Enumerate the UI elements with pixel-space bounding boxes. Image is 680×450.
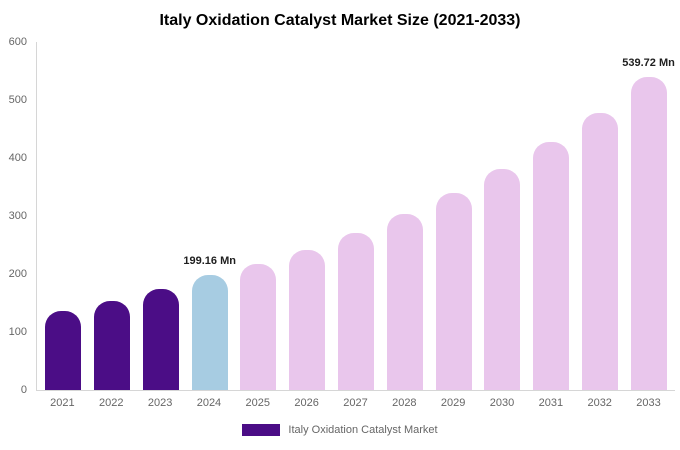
- bar-2021[interactable]: [45, 310, 82, 390]
- y-axis-tick-label: 300: [8, 210, 27, 222]
- bar-2032[interactable]: [581, 112, 618, 390]
- x-axis: 2021 2022 2023 2024 2025 2026 2027 2028 2029 2030…: [36, 397, 675, 409]
- bar-2029[interactable]: [435, 192, 472, 390]
- bar-slot: 199.16 Mn: [183, 42, 236, 390]
- x-axis-label: 2033: [636, 397, 661, 409]
- bar-2028[interactable]: [386, 214, 423, 390]
- x-axis-label: 2025: [245, 397, 271, 409]
- x-axis-label: 2022: [99, 397, 124, 409]
- x-axis-label: 2021: [50, 397, 75, 409]
- y-axis-tick-label: 500: [8, 94, 27, 106]
- x-axis-label: 2028: [392, 397, 417, 409]
- bar-slot: [88, 42, 137, 390]
- x-axis-label: 2031: [538, 397, 564, 409]
- x-axis-label: 2027: [343, 397, 368, 409]
- bar-slot: [39, 42, 88, 390]
- x-axis-label: 2023: [147, 397, 173, 409]
- bar-2023[interactable]: [142, 289, 179, 390]
- x-axis-label: 2029: [440, 397, 466, 409]
- x-axis-label: 2032: [587, 397, 612, 409]
- legend-swatch: [242, 424, 281, 436]
- y-axis-tick-label: 600: [8, 36, 27, 48]
- bar-slot: [137, 42, 186, 390]
- bar-slot: [380, 42, 429, 390]
- bar-slot: [234, 42, 283, 390]
- bar-slot: [429, 42, 478, 390]
- bar-2033[interactable]: [630, 76, 667, 390]
- y-axis: 0 100 200 300 400 500 600: [1, 36, 31, 396]
- y-axis-tick-label: 100: [8, 326, 27, 338]
- y-axis-tick-label: 0: [20, 384, 27, 396]
- bar-2025[interactable]: [240, 264, 277, 390]
- x-axis-label: 2024: [196, 397, 222, 409]
- chart-title: Italy Oxidation Catalyst Market Size (20…: [159, 12, 521, 29]
- bar-2026[interactable]: [289, 249, 326, 390]
- bar-slot: 539.72 Mn: [622, 42, 675, 390]
- bar-slot: [332, 42, 381, 390]
- bar-slot: [283, 42, 332, 390]
- bar-value-label: 199.16 Mn: [183, 254, 236, 267]
- bar-slot: [478, 42, 527, 390]
- bar-value-label: 539.72 Mn: [622, 56, 675, 69]
- bar-slot: [527, 42, 576, 390]
- bar-2024[interactable]: [191, 274, 228, 390]
- bar-2030[interactable]: [484, 169, 521, 390]
- plot-area: 0 100 200 300 400 500 600 199.16 Mn 539.72 Mn: [9, 36, 675, 396]
- y-axis-tick-label: 400: [8, 152, 27, 164]
- bar-slot: [575, 42, 624, 390]
- bars-container: 199.16 Mn 539.72 Mn: [37, 42, 675, 390]
- bar-2027[interactable]: [337, 233, 374, 390]
- bar-2031[interactable]: [533, 142, 570, 390]
- bar-2022[interactable]: [94, 300, 131, 390]
- y-axis-tick-label: 200: [8, 268, 27, 280]
- legend[interactable]: Italy Oxidation Catalyst Market: [0, 424, 680, 436]
- x-axis-label: 2026: [294, 397, 319, 409]
- x-axis-label: 2030: [489, 397, 515, 409]
- legend-label: Italy Oxidation Catalyst Market: [288, 424, 438, 436]
